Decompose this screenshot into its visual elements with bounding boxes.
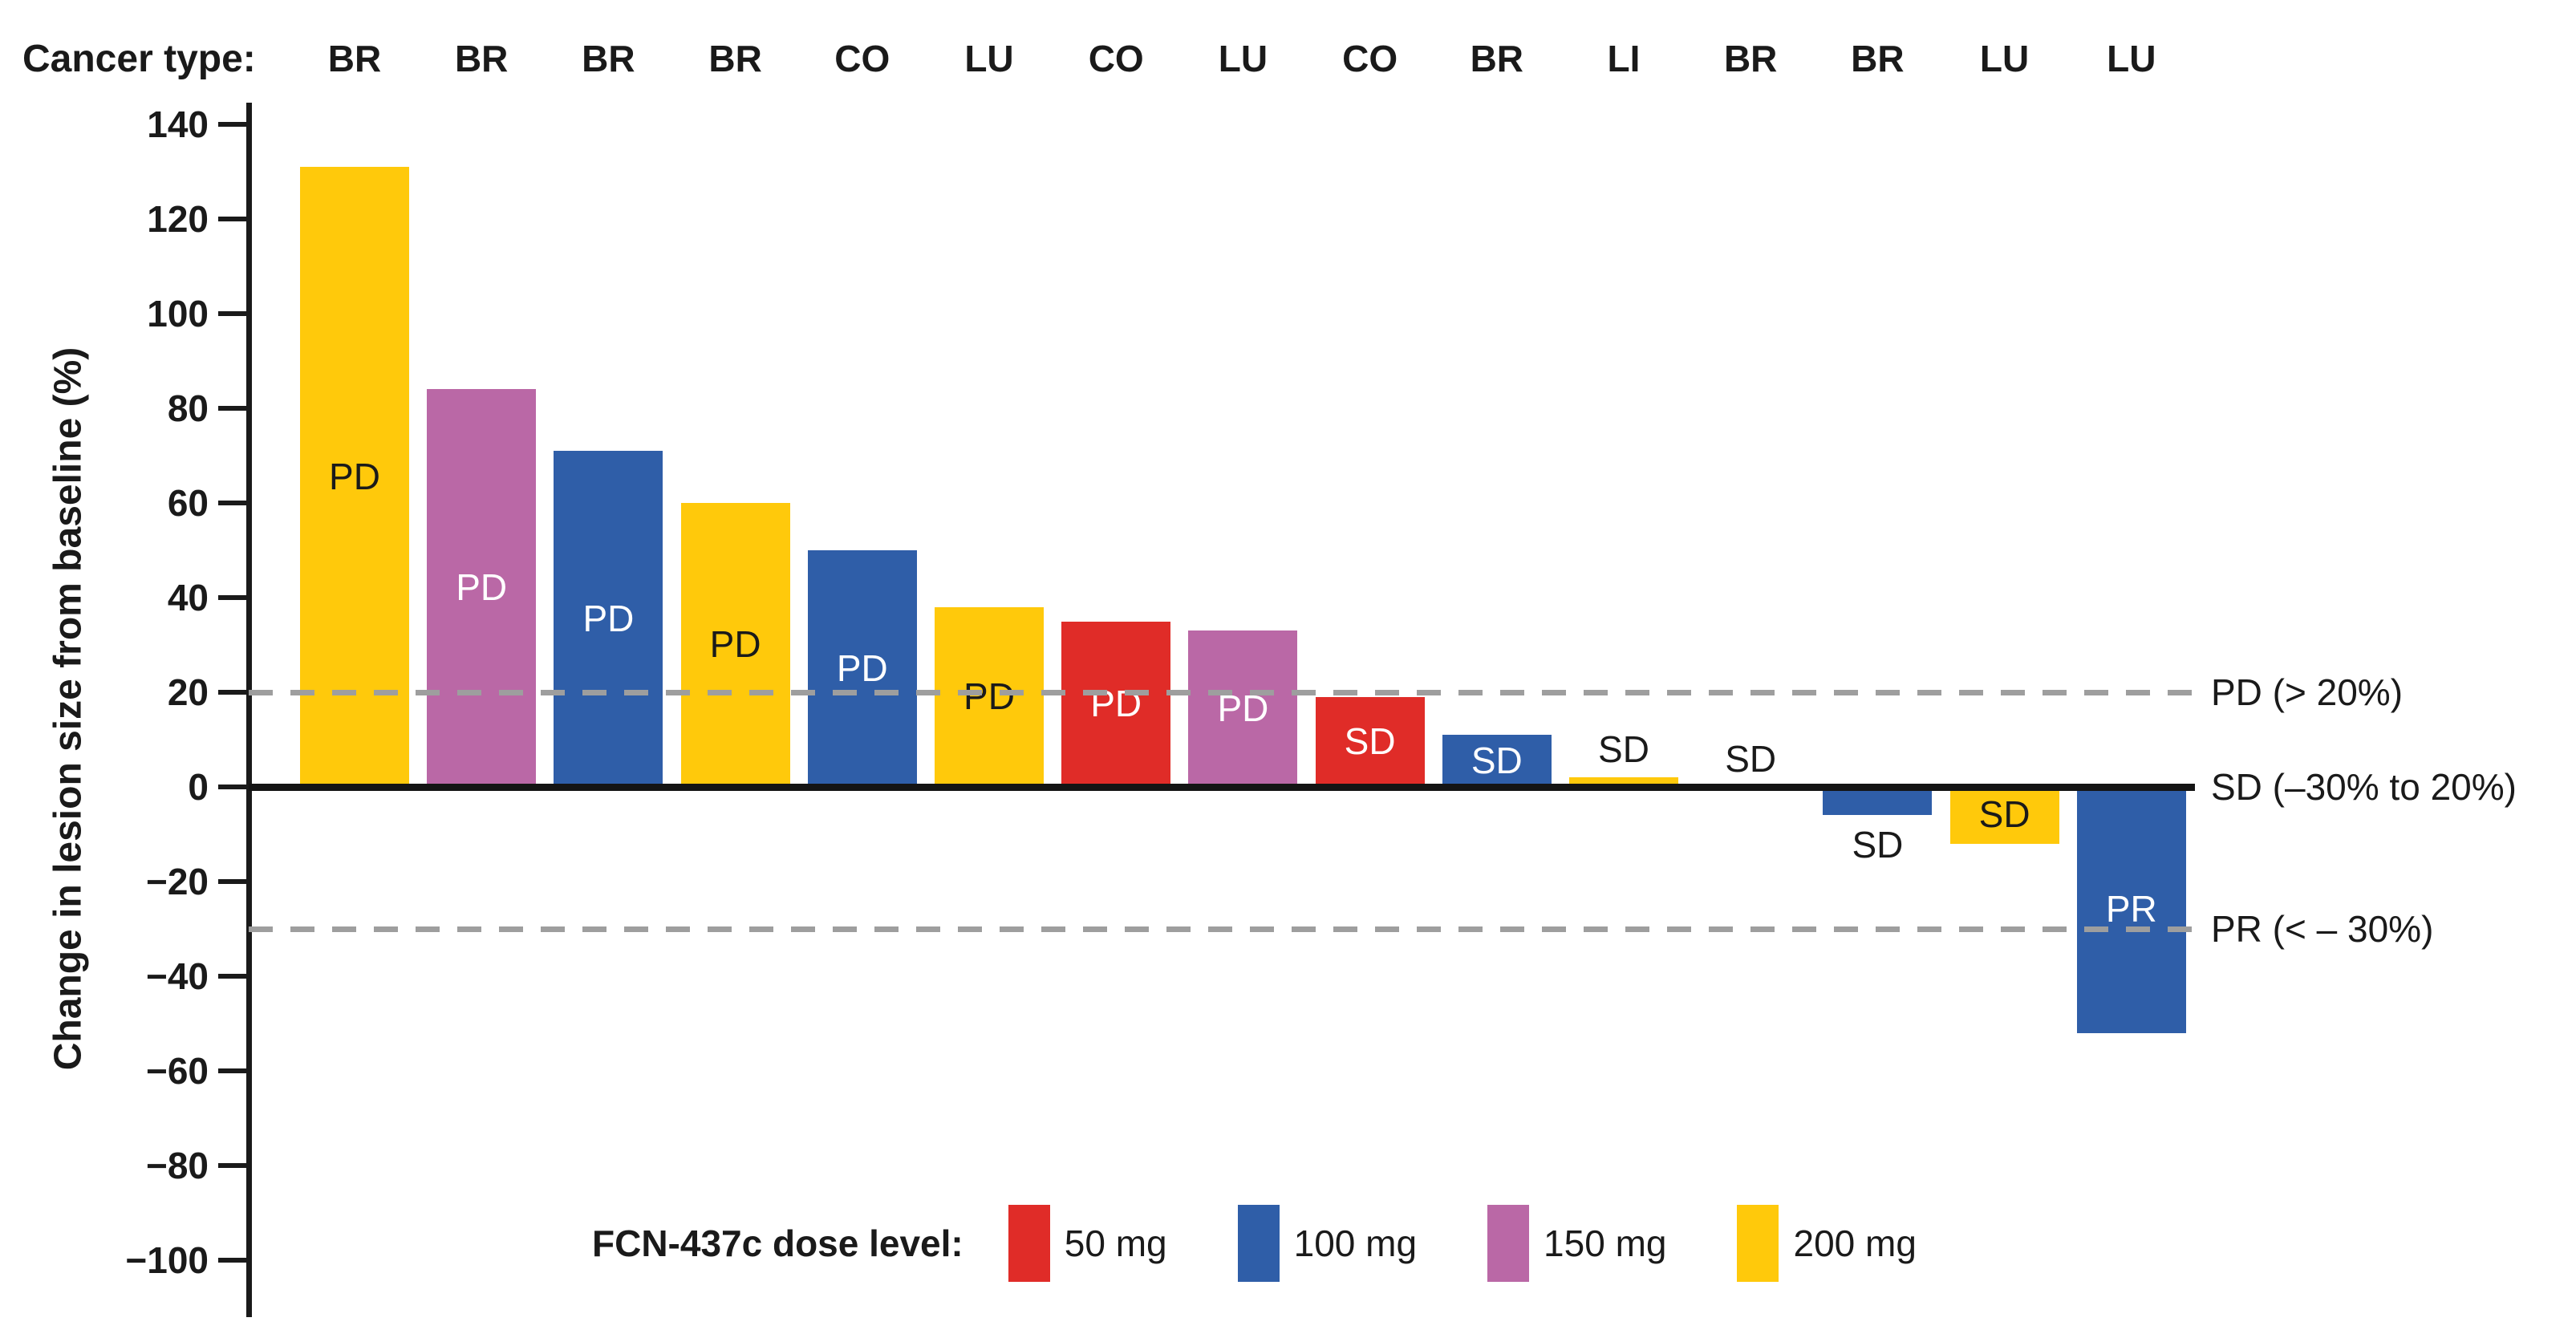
response-label: PD [836,647,888,689]
y-axis-line [246,103,252,1317]
y-axis-tick [218,122,249,127]
bar-patient-6 [935,606,1044,787]
legend-swatch-50mg [1008,1205,1050,1282]
response-label: SD [1471,739,1523,781]
cancer-type-label: LU [2107,38,2156,79]
y-axis-tick [218,785,249,789]
y-axis-title: Change in lesion size from baseline (%) [47,347,90,1071]
response-label: PD [456,566,508,609]
cancer-type-label: CO [834,38,890,79]
cancer-type-label: BR [327,38,382,79]
response-label: PD [582,597,635,639]
response-label: SD [1852,824,1904,866]
bar-patient-2 [427,389,537,787]
cancer-type-label: BR [1723,38,1778,79]
legend-swatch-150mg [1487,1205,1530,1282]
legend-label: 200 mg [1793,1222,1917,1264]
cancer-type-label: BR [1470,38,1524,79]
y-axis-tick-label: 0 [188,766,209,808]
legend-entry-100mg: 100 mg [1237,1205,1418,1282]
legend-entry-150mg: 150 mg [1487,1205,1666,1282]
cancer-type-label: BR [454,38,509,79]
response-label: SD [1344,720,1396,762]
y-axis-tick-label: −40 [145,955,209,997]
legend-entry-50mg: 50 mg [1008,1205,1167,1282]
y-axis-tick [218,1163,249,1168]
response-label: PD [963,675,1015,717]
legend-swatch-100mg [1237,1205,1280,1282]
response-label: PD [329,455,380,497]
y-axis-tick-label: 120 [147,198,209,240]
cancer-type-label: CO [1088,38,1144,79]
y-axis-tick-label: 100 [147,293,209,334]
y-axis-tick [218,311,249,316]
y-axis-tick-label: 140 [147,103,209,145]
y-axis-tick-label: −60 [145,1050,209,1092]
y-axis-tick-label: −80 [145,1145,209,1186]
legend-title: FCN-437c dose level: [592,1222,963,1264]
bar-patient-4 [680,503,790,787]
cancer-type-label: BR [582,38,635,79]
sd-baseline-annotation: SD (–30% to 20%) [2211,766,2517,808]
y-axis-tick [218,690,249,695]
pd-threshold-line [249,690,2195,695]
y-axis-tick [218,1258,249,1263]
bar-patient-3 [554,451,663,787]
y-axis-tick-label: 60 [167,482,209,524]
bar-patient-15 [2076,787,2186,1033]
bar-patient-11 [1569,777,1678,787]
y-axis-tick-label: 40 [167,577,209,618]
cancer-type-label: LU [1979,38,2030,79]
response-label: SD [1978,793,2030,836]
cancer-type-label: BR [1851,38,1905,79]
legend-entry-200mg: 200 mg [1737,1205,1917,1282]
y-axis-tick [218,406,249,411]
y-axis-tick-label: 80 [167,387,209,429]
cancer-type-label: BR [708,38,762,79]
y-axis-tick [218,1068,249,1073]
legend-label: 50 mg [1064,1222,1167,1264]
response-label: SD [1725,738,1777,780]
bar-patient-1 [300,167,409,787]
y-axis-tick [218,217,249,221]
y-axis-tick-label: 20 [167,671,209,713]
cancer-type-label: LI [1607,38,1641,79]
response-label: PR [2105,888,2157,930]
cancer-type-caption: Cancer type: [22,38,256,80]
response-label: SD [1598,728,1649,771]
bar-patient-13 [1823,787,1933,816]
y-axis-tick [218,974,249,979]
cancer-type-label: LU [1218,38,1268,79]
cancer-type-label: CO [1342,38,1398,79]
y-axis-tick-label: −20 [145,861,209,902]
cancer-type-label: LU [964,38,1014,79]
bar-patient-5 [807,550,917,787]
pr-threshold-line [249,926,2195,932]
sd-baseline-line [249,784,2195,791]
response-label: PD [709,623,761,665]
bar-patient-9 [1315,696,1425,787]
y-axis-tick-label: −100 [125,1239,209,1281]
y-axis-tick [218,595,249,600]
bar-patient-10 [1442,735,1552,787]
bar-patient-7 [1061,621,1171,787]
bar-patient-8 [1188,630,1298,787]
pd-threshold-annotation: PD (> 20%) [2211,671,2404,713]
response-label: PD [1090,682,1142,724]
bar-patient-14 [1949,787,2059,844]
y-axis-tick [218,501,249,505]
dose-legend: FCN-437c dose level: 50 mg 100 mg 150 mg 20… [592,1205,1987,1282]
legend-swatch-200mg [1737,1205,1779,1282]
pr-threshold-annotation: PR (< – 30%) [2211,908,2434,950]
y-axis-tick [218,879,249,884]
legend-label: 100 mg [1293,1222,1418,1264]
legend-label: 150 mg [1544,1222,1667,1264]
